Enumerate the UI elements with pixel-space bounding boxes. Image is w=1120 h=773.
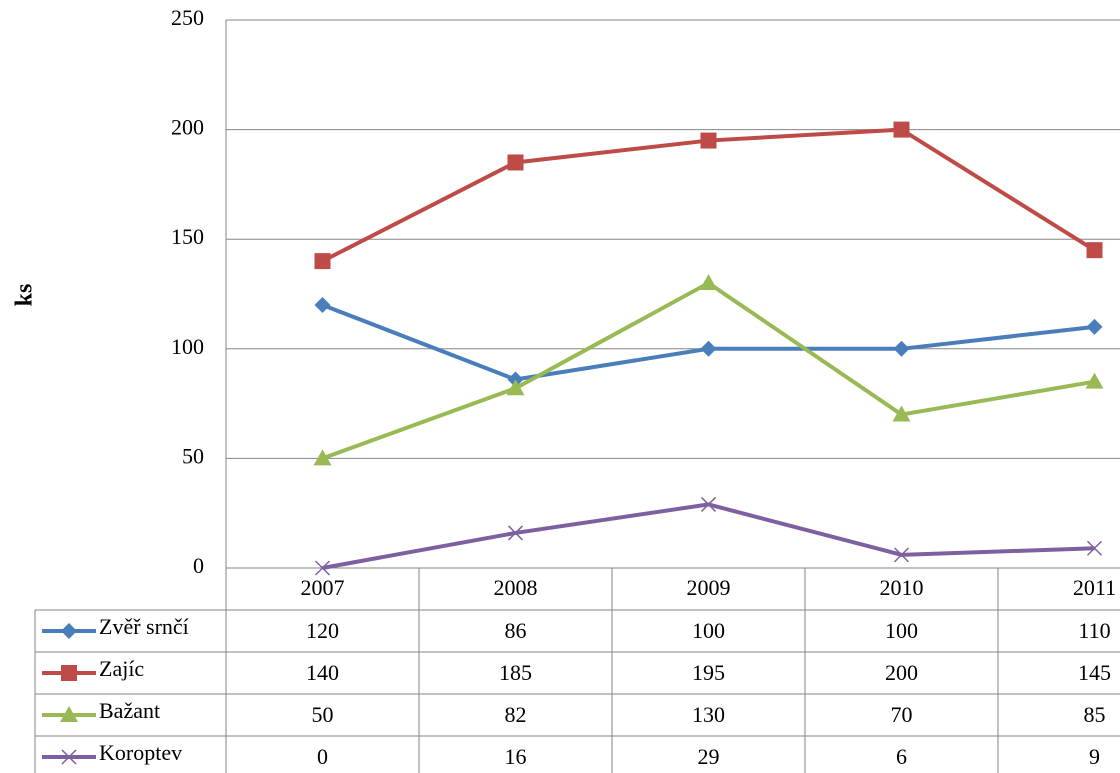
table-value: 100 [692,618,725,643]
table-value: 29 [698,744,720,769]
series-line [321,280,1095,461]
data-point [893,547,910,563]
y-axis-label: ks [12,284,38,307]
data-point [314,253,331,270]
table-value: 110 [1078,618,1110,643]
legend-label: Zajíc [99,656,144,681]
x-tick-label: 2008 [494,575,538,600]
table-value: 195 [692,660,725,685]
x-tick-label: 2011 [1073,575,1116,600]
y-tick-label: 200 [171,115,204,140]
data-point [1086,318,1103,335]
data-point [699,274,718,291]
y-tick-label: 250 [171,5,204,30]
table-value: 0 [317,744,328,769]
data-point [893,340,910,357]
table-value: 100 [885,618,918,643]
legend-marker [61,665,77,681]
table-value: 140 [306,660,339,685]
data-point [1086,540,1103,556]
data-point [313,449,332,466]
legend-label: Bažant [99,698,160,723]
data-point [314,296,331,313]
table-value: 16 [505,744,527,769]
table-value: 200 [885,660,918,685]
data-point [1085,372,1104,389]
legend-marker [61,623,77,639]
series-line [321,127,1096,263]
table-value: 70 [891,702,913,727]
table-value: 145 [1078,660,1111,685]
table-value: 50 [312,702,334,727]
table-value: 130 [692,702,725,727]
data-point [893,121,910,138]
data-point [314,560,331,576]
x-tick-label: 2009 [687,575,731,600]
table-value: 85 [1084,702,1106,727]
table-value: 9 [1089,744,1100,769]
table-value: 185 [499,660,532,685]
table-value: 120 [306,618,339,643]
data-point [700,132,717,149]
x-tick-label: 2007 [301,575,345,600]
y-tick-label: 150 [171,224,204,249]
data-point [700,340,717,357]
y-tick-label: 100 [171,334,204,359]
legend-label: Zvěř srnčí [99,614,189,639]
legend-marker [60,706,78,722]
data-point [892,405,911,422]
legend-label: Koroptev [99,740,182,765]
y-tick-label: 0 [193,553,204,578]
data-point [507,154,524,171]
table-value: 6 [896,744,907,769]
table-value: 86 [505,618,527,643]
data-point [507,525,524,541]
table-value: 82 [505,702,527,727]
x-tick-label: 2010 [880,575,924,600]
data-point [700,496,717,512]
series-line [322,502,1095,570]
y-tick-label: 50 [182,443,204,468]
legend-marker [61,749,77,765]
data-point [1086,242,1103,259]
data-point [506,379,525,396]
